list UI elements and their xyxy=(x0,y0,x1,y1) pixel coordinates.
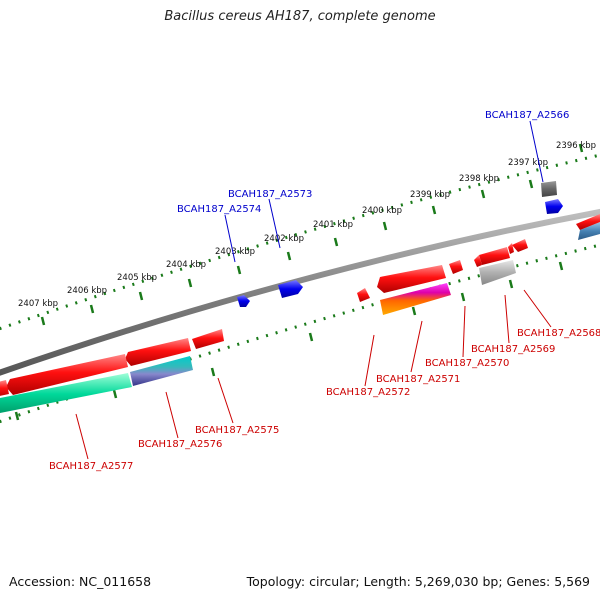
gene-label[interactable]: BCAH187_A2573 xyxy=(228,189,312,200)
gene-label[interactable]: BCAH187_A2571 xyxy=(376,374,460,385)
major-ticks xyxy=(14,143,584,421)
reverse-leaders xyxy=(75,289,552,460)
forward-leaders xyxy=(224,120,544,263)
gene-arrow xyxy=(192,329,224,349)
gene-arrow xyxy=(578,222,600,240)
gene-arrow xyxy=(377,265,446,293)
gene-label[interactable]: BCAH187_A2577 xyxy=(49,461,133,472)
gene-arrow xyxy=(357,288,370,302)
tick-label: 2407 kbp xyxy=(18,299,58,309)
forward-gene-labels: BCAH187_A2566 BCAH187_A2573 BCAH187_A257… xyxy=(177,110,569,215)
tick-labels: 2396 kbp 2397 kbp 2398 kbp 2399 kbp 2400… xyxy=(18,141,596,309)
gene-arrow xyxy=(237,295,250,307)
gene-arrow xyxy=(576,214,600,230)
genome-info-text: Topology: circular; Length: 5,269,030 bp… xyxy=(246,574,590,589)
tick-label: 2396 kbp xyxy=(556,141,596,151)
reverse-genes xyxy=(0,214,600,414)
tick-label: 2405 kbp xyxy=(117,273,157,283)
gene-label[interactable]: BCAH187_A2572 xyxy=(326,387,410,398)
gene-label[interactable]: BCAH187_A2576 xyxy=(138,439,222,450)
tick-label: 2403 kbp xyxy=(215,247,255,257)
tick-label: 2402 kbp xyxy=(264,234,304,244)
gene-arrow xyxy=(125,338,191,366)
tick-label: 2401 kbp xyxy=(313,220,353,230)
gene-label[interactable]: BCAH187_A2574 xyxy=(177,204,261,215)
gene-arrow xyxy=(479,247,510,265)
gene-arrow xyxy=(278,280,303,298)
gene-arrow xyxy=(0,380,9,396)
gene-label[interactable]: BCAH187_A2570 xyxy=(425,358,509,369)
gene-arrow xyxy=(545,199,563,214)
gene-arrow xyxy=(508,243,514,254)
tick-label: 2404 kbp xyxy=(166,260,206,270)
reverse-gene-labels: BCAH187_A2568 BCAH187_A2569 BCAH187_A257… xyxy=(49,328,600,472)
forward-genes xyxy=(237,181,563,307)
gene-arrow xyxy=(0,373,132,414)
tick-label: 2398 kbp xyxy=(459,174,499,184)
gene-arrow xyxy=(6,354,128,395)
tick-label: 2397 kbp xyxy=(508,158,548,168)
accession-text: Accession: NC_011658 xyxy=(9,574,152,589)
gene-label[interactable]: BCAH187_A2568 xyxy=(517,328,600,339)
map-title: Bacillus cereus AH187, complete genome xyxy=(164,9,436,24)
gene-label[interactable]: BCAH187_A2569 xyxy=(471,344,555,355)
tick-label: 2400 kbp xyxy=(362,206,402,216)
gene-arrow xyxy=(512,239,528,252)
gene-arrow xyxy=(474,255,482,267)
gene-arrow xyxy=(541,181,557,197)
gene-arrow xyxy=(380,283,451,315)
gene-label[interactable]: BCAH187_A2575 xyxy=(195,425,279,436)
tick-label: 2406 kbp xyxy=(67,286,107,296)
genome-backbone xyxy=(0,208,600,376)
tick-label: 2399 kbp xyxy=(410,190,450,200)
gene-arrow xyxy=(479,260,516,285)
gene-arrow xyxy=(130,356,193,386)
gene-label[interactable]: BCAH187_A2566 xyxy=(485,110,569,121)
gene-arrow xyxy=(449,260,463,274)
